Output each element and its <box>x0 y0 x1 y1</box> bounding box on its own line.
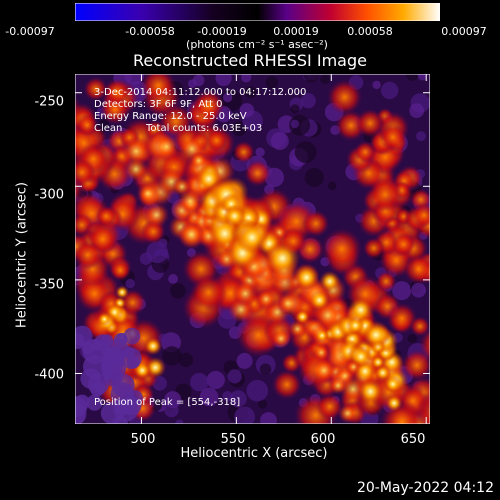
colorbar-tick-label: 0.00019 <box>273 25 319 38</box>
colorbar-tick-label: -0.00058 <box>125 25 175 38</box>
heatmap-plot <box>75 74 430 424</box>
detectors-annotation: Detectors: 3F 6F 9F, Att 0 <box>94 99 223 110</box>
x-tick-label: 600 <box>310 432 336 447</box>
y-tick-label: -300 <box>34 187 64 203</box>
peak-position-annotation: Position of Peak = [554,-318] <box>94 397 241 408</box>
colorbar <box>75 3 440 21</box>
y-tick-label: -250 <box>34 94 64 110</box>
colorbar-units: (photons cm⁻² s⁻¹ asec⁻²) <box>186 38 328 51</box>
energy-range-annotation: Energy Range: 12.0 - 25.0 keV <box>94 111 247 122</box>
y-axis-label: Heliocentric Y (arcsec) <box>14 182 30 328</box>
colorbar-tick-label: 0.00097 <box>441 25 487 38</box>
colorbar-tick-label: -0.00097 <box>5 25 55 38</box>
chart-title: Reconstructed RHESSI Image <box>133 51 367 70</box>
footer-timestamp: 20-May-2022 04:12 <box>356 480 494 496</box>
total-counts-annotation: Total counts: 6.03E+03 <box>146 123 263 134</box>
y-tick-label: -350 <box>34 277 64 293</box>
x-axis-label: Heliocentric X (arcsec) <box>180 446 328 461</box>
time-range-annotation: 3-Dec-2014 04:11:12.000 to 04:17:12.000 <box>94 87 307 98</box>
x-tick-label: 650 <box>400 432 426 447</box>
x-tick-label: 550 <box>220 432 246 447</box>
y-tick-label: -400 <box>34 367 64 383</box>
clean-annotation: Clean <box>94 123 123 134</box>
colorbar-tick-label: 0.00058 <box>347 25 393 38</box>
x-tick-label: 500 <box>130 432 156 447</box>
colorbar-tick-label: -0.00019 <box>197 25 247 38</box>
